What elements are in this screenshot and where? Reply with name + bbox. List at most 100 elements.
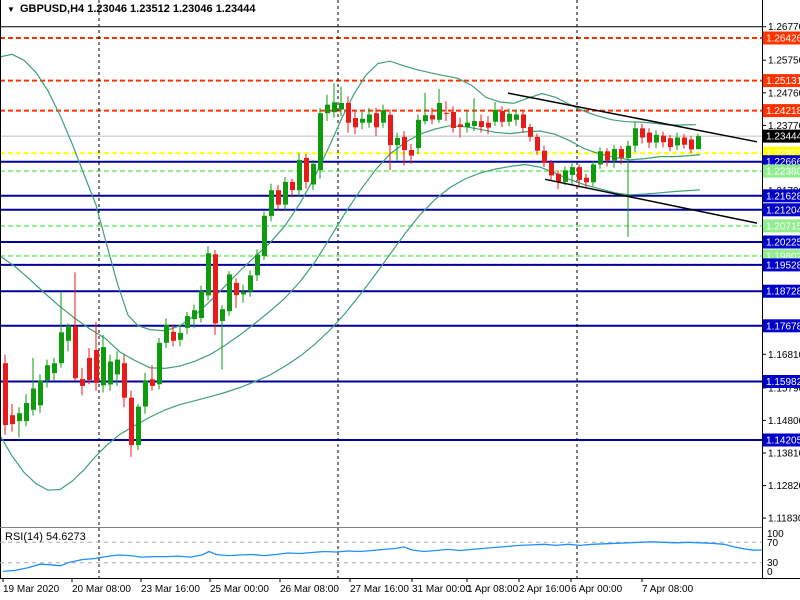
bull-candle-body (269, 190, 274, 216)
price-tag (763, 375, 800, 388)
bull-candle-body (311, 163, 316, 185)
bull-candle-body (136, 406, 141, 446)
bull-candle-body (696, 136, 701, 150)
bull-candle-body (206, 253, 211, 296)
price-tag-label: 1.20715 (766, 221, 800, 232)
rsi-axis-label: 100 (767, 529, 784, 540)
symbol-dropdown-icon: ▼ (7, 5, 15, 14)
bull-candle-body (157, 342, 162, 385)
price-tag (763, 164, 800, 178)
bear-candle-body (374, 113, 379, 128)
price-tag-label: 1.21204 (766, 205, 800, 216)
bear-candle-body (346, 103, 351, 123)
title-bar: ▼ GBPUSD,H4 1.23046 1.23512 1.23046 1.234… (7, 3, 256, 15)
bear-candle-body (535, 136, 540, 151)
bear-candle-body (388, 114, 393, 146)
price-tick-label: 1.25750 (768, 56, 800, 67)
price-tag-label: 1.20225 (766, 238, 800, 249)
bear-candle-body (647, 132, 652, 143)
descending-trendline[interactable] (544, 178, 758, 224)
bear-candle-body (430, 115, 435, 120)
bull-candle-body (339, 103, 344, 110)
time-tick-label: 2 Apr 16:00 (519, 584, 571, 595)
bull-candle-body (59, 332, 64, 364)
bull-candle-body (367, 114, 372, 123)
bull-candle-body (45, 365, 50, 381)
trendlines (507, 92, 758, 224)
price-tick-label: 1.12820 (768, 481, 800, 492)
bear-candle-body (458, 124, 463, 127)
bull-candle-body (52, 363, 57, 374)
bull-candle-body (423, 115, 428, 122)
time-tick-label: 27 Mar 16:00 (350, 584, 409, 595)
bull-candle-body (395, 137, 400, 146)
time-tick-label: 7 Apr 08:00 (642, 584, 694, 595)
bull-candle-body (472, 121, 477, 126)
bear-candle-body (304, 157, 309, 182)
time-tick-label: 19 Mar 2020 (3, 584, 60, 595)
bear-candle-body (605, 151, 610, 161)
bull-candle-body (108, 361, 113, 385)
bull-candle-body (185, 316, 190, 328)
candles-layer (3, 83, 701, 457)
bull-candle-body (192, 310, 197, 320)
bear-candle-body (276, 190, 281, 205)
bull-candle-body (31, 388, 36, 410)
bear-candle-body (171, 331, 176, 341)
bull-candle-body (325, 104, 330, 114)
bear-candle-body (3, 363, 8, 425)
bear-candle-body (479, 121, 484, 127)
bull-candle-body (115, 359, 120, 375)
bear-candle-body (619, 149, 624, 158)
bull-candle-body (633, 128, 638, 146)
price-tag (763, 284, 800, 298)
bull-candle-body (437, 103, 442, 120)
descending-trendline[interactable] (507, 92, 758, 143)
price-tag (763, 433, 800, 447)
bull-candle-body (38, 380, 43, 406)
bull-candle-body (241, 291, 246, 295)
time-tick-label: 31 Mar 00:00 (412, 584, 471, 595)
price-tag (763, 31, 800, 45)
bollinger-middle-band (0, 125, 701, 370)
price-tag (763, 189, 800, 203)
price-axis[interactable]: 1.267701.257501.247601.237701.217901.168… (762, 22, 800, 525)
price-tag (763, 129, 800, 143)
bull-candle-body (654, 134, 659, 143)
chart-title: GBPUSD,H4 1.23046 1.23512 1.23046 1.2344… (20, 3, 256, 15)
bull-candle-body (318, 113, 323, 171)
price-tag-label: 1.22666 (766, 157, 800, 168)
bull-candle-body (164, 324, 169, 343)
bull-candle-body (24, 403, 29, 422)
bull-candle-body (262, 215, 267, 256)
bear-candle-body (150, 379, 155, 386)
price-tag-label: 1.21628 (766, 191, 800, 202)
bull-candle-body (66, 325, 71, 341)
bull-candle-body (598, 151, 603, 165)
bull-candle-body (248, 275, 253, 292)
bear-candle-body (94, 350, 99, 383)
rsi-axis-label: 30 (767, 558, 779, 569)
bear-candle-body (556, 173, 561, 182)
price-tag (763, 219, 800, 233)
bear-candle-body (444, 112, 449, 114)
rsi-line (2, 541, 763, 573)
price-tick-label: 1.13810 (768, 449, 800, 460)
bear-candle-body (682, 137, 687, 145)
price-tick-label: 1.11830 (768, 514, 800, 525)
price-tick-label: 1.14800 (768, 416, 800, 427)
time-axis[interactable]: 19 Mar 2020 20 Mar 08:00 23 Mar 16:00 25 Ma… (2, 578, 694, 595)
price-tick-label: 1.23770 (768, 121, 800, 132)
bear-candle-body (640, 128, 645, 138)
bull-candle-body (612, 149, 617, 161)
bear-candle-body (500, 110, 505, 122)
bull-candle-body (178, 332, 183, 340)
price-tag (763, 258, 800, 272)
bull-candle-body (507, 113, 512, 122)
bull-candle-body (381, 110, 386, 123)
bear-candle-body (542, 150, 547, 163)
price-tag-label: 1.22923 (766, 149, 800, 160)
